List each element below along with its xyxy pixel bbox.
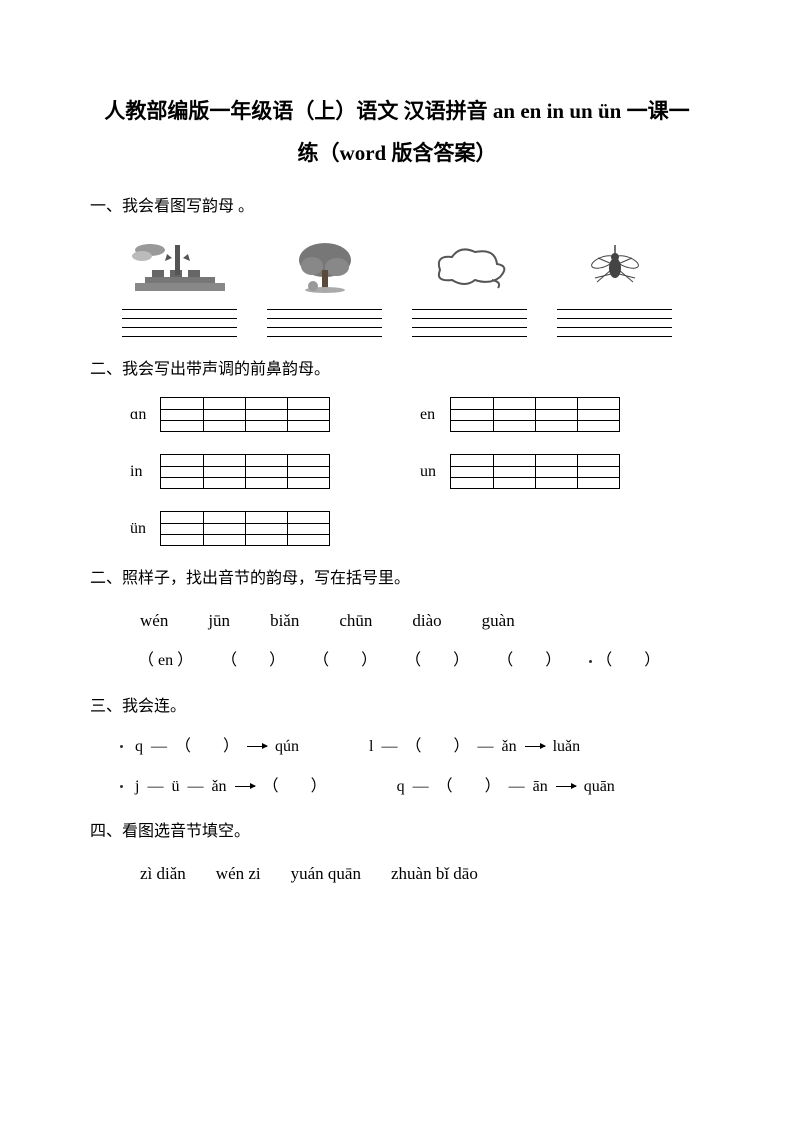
label-un: un — [420, 459, 450, 485]
connect-3: j— ü— ǎn （ ） — [120, 774, 327, 800]
grid-an: ɑn — [130, 397, 330, 432]
c2-r: luǎn — [553, 734, 581, 760]
connect-row-1: q— （ ） qún l— （ ）— ǎn luǎn — [120, 734, 704, 760]
c4-a: q — [397, 774, 405, 800]
page-title: 人教部编版一年级语（上）语文 汉语拼音 an en in un ün 一课一 练… — [90, 90, 704, 174]
tone-grid-uen — [160, 511, 330, 546]
grid-row-2: in un — [130, 454, 704, 489]
c3-a: j — [135, 774, 139, 800]
grid-in: in — [130, 454, 330, 489]
image-cell-4 — [557, 240, 672, 337]
arrow-icon — [247, 746, 267, 747]
grid-row-1: ɑn en — [130, 397, 704, 432]
syl-3: biǎn — [270, 607, 299, 634]
c1-b: （ ） — [175, 734, 239, 760]
c1-a: q — [135, 734, 143, 760]
image-cell-1 — [122, 240, 237, 337]
label-en: en — [420, 402, 450, 428]
option-row: zì diǎn wén zi yuán quān zhuàn bǐ dāo — [140, 860, 704, 887]
section-3-heading: 三、我会连。 — [90, 694, 704, 720]
section-2-heading: 二、我会写出带声调的前鼻韵母。 — [90, 357, 704, 383]
arrow-icon — [235, 786, 255, 787]
section-ex-heading: 二、照样子，找出音节的韵母，写在括号里。 — [90, 566, 704, 592]
connect-1: q— （ ） qún — [120, 734, 299, 760]
c2-a: l — [369, 734, 373, 760]
paren-5: （ ） — [497, 648, 561, 674]
syl-5: diào — [412, 607, 441, 634]
writing-lines-3 — [412, 301, 527, 337]
syl-6: guàn — [482, 607, 515, 634]
syl-2: jūn — [208, 607, 230, 634]
paren-row: （ en ） （ ） （ ） （ ） （ ） （ ） — [138, 648, 704, 674]
tone-grid-in — [160, 454, 330, 489]
label-uen: ün — [130, 516, 160, 542]
writing-lines-2 — [267, 301, 382, 337]
c4-r: quān — [584, 774, 615, 800]
c4-b: （ ） — [437, 774, 501, 800]
grid-en: en — [420, 397, 620, 432]
grid-row-3: ün — [130, 511, 704, 546]
label-an: ɑn — [130, 402, 160, 428]
image-cell-2 — [267, 240, 382, 337]
opt-1: zì diǎn — [140, 860, 186, 887]
tone-grid-an — [160, 397, 330, 432]
writing-lines-1 — [122, 301, 237, 337]
section-1-heading: 一、我会看图写韵母 。 — [90, 194, 704, 220]
paren-1: （ en ） — [138, 648, 193, 674]
c2-b: （ ） — [405, 734, 469, 760]
cloud-image — [420, 240, 520, 295]
syl-1: wén — [140, 607, 168, 634]
c3-c: ǎn — [211, 774, 226, 800]
image-row — [90, 240, 704, 337]
c3-r: （ ） — [263, 774, 327, 800]
opt-3: yuán quān — [291, 860, 361, 887]
tone-grids: ɑn en in un — [130, 397, 704, 546]
image-cell-3 — [412, 240, 527, 337]
title-line-2: 练（word 版含答案） — [90, 132, 704, 174]
arrow-icon — [556, 786, 576, 787]
connect-row-2: j— ü— ǎn （ ） q— （ ）— ān quān — [120, 774, 704, 800]
tree-image — [275, 240, 375, 295]
tone-grid-un — [450, 454, 620, 489]
tone-grid-en — [450, 397, 620, 432]
connect-4: q— （ ）— ān quān — [397, 774, 615, 800]
c3-b: ü — [171, 774, 179, 800]
monument-image — [130, 240, 230, 295]
writing-lines-4 — [557, 301, 672, 337]
label-in: in — [130, 459, 160, 485]
syl-4: chūn — [339, 607, 372, 634]
grid-uen: ün — [130, 511, 330, 546]
opt-2: wén zi — [216, 860, 261, 887]
paren-6: （ ） — [589, 648, 660, 674]
title-line-1: 人教部编版一年级语（上）语文 汉语拼音 an en in un ün 一课一 — [90, 90, 704, 132]
arrow-icon — [525, 746, 545, 747]
mosquito-image — [565, 240, 665, 295]
syllable-row: wén jūn biǎn chūn diào guàn — [140, 607, 704, 634]
c2-c: ǎn — [501, 734, 516, 760]
connect-2: l— （ ）— ǎn luǎn — [369, 734, 580, 760]
paren-3: （ ） — [313, 648, 377, 674]
grid-un: un — [420, 454, 620, 489]
c4-c: ān — [533, 774, 548, 800]
opt-4: zhuàn bǐ dāo — [391, 860, 478, 887]
section-4-heading: 四、看图选音节填空。 — [90, 819, 704, 845]
paren-2: （ ） — [221, 648, 285, 674]
paren-4: （ ） — [405, 648, 469, 674]
c1-r: qún — [275, 734, 299, 760]
